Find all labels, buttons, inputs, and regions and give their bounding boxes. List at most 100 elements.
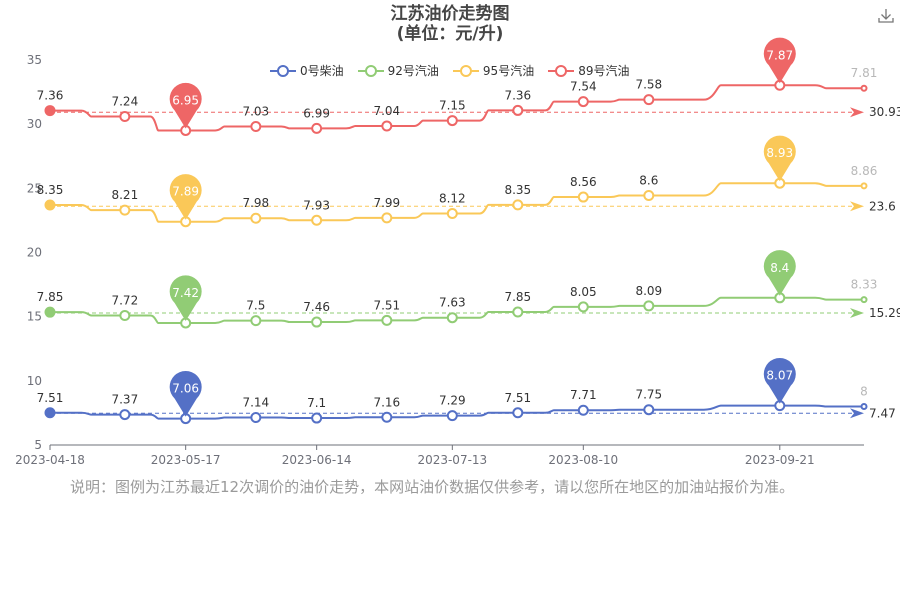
markpoint-pin xyxy=(763,37,796,84)
average-label: 7.47 xyxy=(869,406,896,420)
series-1: 15.29 7.85 7.72 7.5 7.46 7.51 7.63 7.85 8.05 8.09… xyxy=(37,250,900,329)
data-label: 7.93 xyxy=(303,198,330,212)
data-point xyxy=(44,105,56,117)
markpoint-label: 7.42 xyxy=(172,286,199,300)
series-3: 30.93 7.36 7.24 7.03 6.99 7.04 7.15 7.36 7.54 7.5… xyxy=(37,37,900,136)
data-label: 8.05 xyxy=(570,285,597,299)
markpoint-pin xyxy=(169,82,202,129)
data-point xyxy=(577,191,589,203)
legend-item[interactable]: 0号柴油 xyxy=(270,62,344,79)
data-point xyxy=(577,96,589,108)
data-label: 7.5 xyxy=(246,299,265,313)
data-label: 7.51 xyxy=(37,391,64,405)
data-point xyxy=(446,410,458,422)
series-line xyxy=(50,296,864,324)
data-point xyxy=(643,300,655,312)
data-point xyxy=(512,407,524,419)
data-point xyxy=(577,404,589,416)
y-tick-label: 25 xyxy=(27,181,42,195)
x-tick-label: 2023-09-21 xyxy=(745,453,815,467)
data-point xyxy=(250,120,262,132)
x-tick-label: 2023-07-13 xyxy=(417,453,487,467)
data-point xyxy=(119,204,131,216)
x-tick-label: 2023-05-17 xyxy=(151,453,221,467)
data-label: 8.56 xyxy=(570,175,597,189)
data-point xyxy=(250,315,262,327)
data-label: 7.51 xyxy=(504,391,531,405)
data-point xyxy=(512,199,524,211)
markpoint-pin xyxy=(169,174,202,220)
data-label: 7.63 xyxy=(439,296,466,310)
data-point xyxy=(381,120,393,132)
data-point xyxy=(512,104,524,116)
legend-item[interactable]: 95号汽油 xyxy=(452,62,534,79)
legend-item[interactable]: 89号汽油 xyxy=(548,62,629,79)
data-point xyxy=(311,122,323,134)
average-arrow xyxy=(850,307,864,318)
legend-item[interactable]: 92号汽油 xyxy=(357,62,439,79)
data-point xyxy=(119,409,131,421)
series-line xyxy=(50,84,864,132)
legend-label: 92号汽油 xyxy=(387,64,439,78)
average-label: 30.93 xyxy=(869,105,900,119)
markpoint-pin xyxy=(763,250,796,296)
data-point xyxy=(311,316,323,328)
data-label: 8.21 xyxy=(111,188,138,202)
legend-label: 89号汽油 xyxy=(578,64,630,78)
data-label: 7.36 xyxy=(504,88,531,102)
data-label: 8.86 xyxy=(851,164,878,178)
data-label: 7.36 xyxy=(37,89,64,103)
data-point xyxy=(44,199,56,211)
average-arrow xyxy=(850,408,864,419)
series-0: 7.47 7.51 7.37 7.14 7.1 7.16 7.29 7.51 7.71 7.75 8… xyxy=(37,357,896,425)
download-icon[interactable] xyxy=(876,6,896,26)
data-point xyxy=(446,115,458,127)
data-label: 7.75 xyxy=(635,388,662,402)
x-tick-label: 2023-04-18 xyxy=(15,453,85,467)
data-point xyxy=(119,110,131,122)
x-tick-label: 2023-06-14 xyxy=(282,453,352,467)
data-label: 7.58 xyxy=(635,78,662,92)
average-label: 23.6 xyxy=(869,199,896,213)
data-label: 7.71 xyxy=(570,388,597,402)
data-label: 7.72 xyxy=(111,294,138,308)
data-label: 7.24 xyxy=(111,94,138,108)
legend-swatch-icon xyxy=(357,64,384,77)
data-point xyxy=(311,412,323,424)
y-tick-label: 30 xyxy=(27,117,42,131)
data-label: 7.04 xyxy=(373,104,400,118)
data-label: 8.33 xyxy=(851,278,878,292)
markpoint-pin xyxy=(763,357,796,404)
markpoint-label: 6.95 xyxy=(172,93,199,107)
legend-label: 0号柴油 xyxy=(300,64,344,78)
legend-swatch-icon xyxy=(548,64,575,77)
average-arrow xyxy=(850,107,864,118)
data-label: 8.35 xyxy=(37,183,64,197)
markpoint-label: 7.89 xyxy=(172,185,199,199)
y-tick-label: 10 xyxy=(27,374,42,388)
data-point xyxy=(119,310,131,322)
data-label: 7.99 xyxy=(373,196,400,210)
data-label: 7.14 xyxy=(242,396,269,410)
data-point xyxy=(250,412,262,424)
legend-swatch-icon xyxy=(270,64,296,77)
data-label: 7.1 xyxy=(307,396,326,410)
data-label: 7.03 xyxy=(242,104,269,118)
data-point xyxy=(860,182,868,190)
series-2: 23.6 8.35 8.21 7.98 7.93 7.99 8.12 8.35 8.56 8.6 8… xyxy=(37,135,896,228)
series-line xyxy=(50,404,864,420)
y-tick-label: 5 xyxy=(34,438,42,452)
markpoint-label: 7.06 xyxy=(172,382,199,396)
markpoint-pin xyxy=(169,370,202,417)
series-line xyxy=(50,182,864,223)
data-point xyxy=(446,207,458,219)
data-point xyxy=(643,94,655,106)
data-point xyxy=(381,212,393,224)
y-tick-label: 20 xyxy=(27,246,42,260)
data-label: 8.35 xyxy=(504,183,531,197)
data-label: 7.29 xyxy=(439,394,466,408)
data-point xyxy=(860,296,868,304)
data-label: 7.98 xyxy=(242,196,269,210)
markpoint-pin xyxy=(169,275,202,321)
